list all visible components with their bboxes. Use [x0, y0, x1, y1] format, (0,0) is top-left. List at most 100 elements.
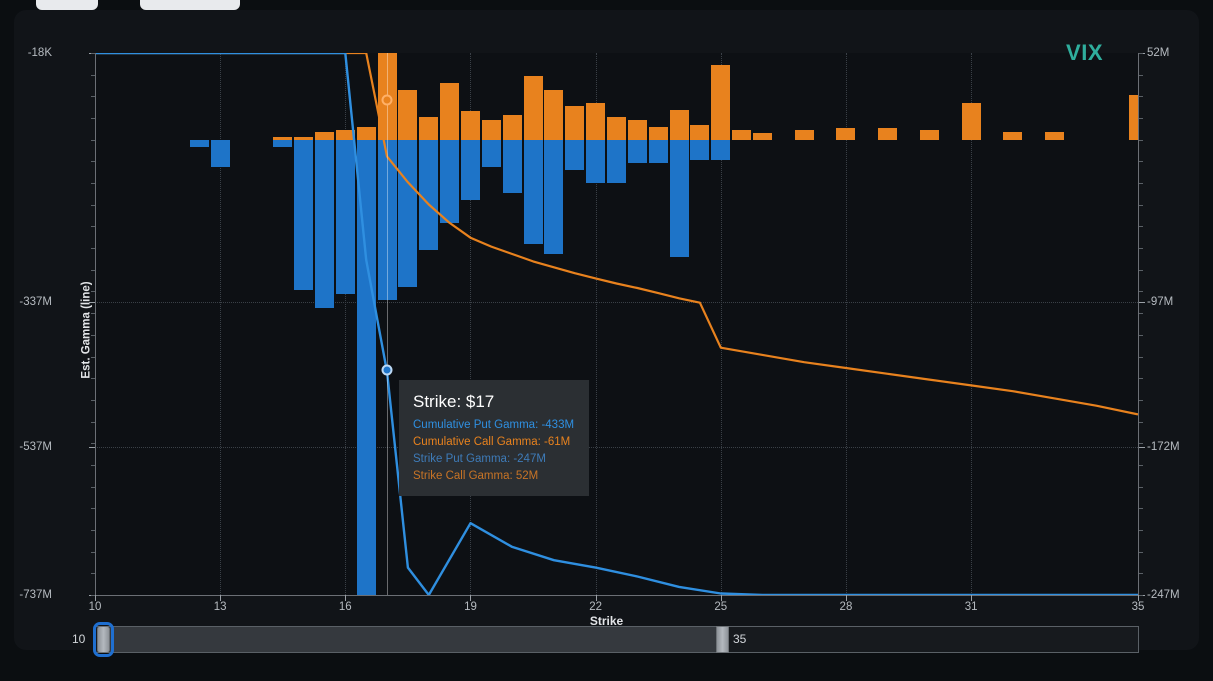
bar-put[interactable]: [502, 139, 522, 194]
gridline-horizontal: [95, 447, 1138, 448]
bar-call[interactable]: [481, 119, 501, 140]
bar-put[interactable]: [565, 139, 585, 170]
x-axis-tick: [1138, 595, 1139, 601]
bar-call[interactable]: [460, 111, 480, 140]
axis-minor-tick: [91, 291, 95, 293]
bar-put[interactable]: [314, 139, 334, 308]
bar-call[interactable]: [523, 76, 543, 140]
marker-cumulative-call-gamma: [381, 94, 393, 106]
bar-put[interactable]: [669, 139, 689, 257]
axis-minor-tick: [91, 486, 95, 488]
x-axis-tick-label: 10: [88, 601, 102, 613]
bar-put[interactable]: [690, 139, 710, 160]
axis-minor-tick: [1139, 443, 1143, 445]
bar-put[interactable]: [481, 139, 501, 167]
x-axis-tick-label: 19: [464, 601, 477, 613]
bar-put[interactable]: [294, 139, 314, 291]
bar-call[interactable]: [648, 126, 668, 140]
axis-minor-tick: [91, 399, 95, 401]
y-axis-left-tick-label: -337M: [19, 296, 52, 308]
bar-put[interactable]: [440, 139, 460, 224]
plot-area[interactable]: [95, 53, 1138, 595]
axis-minor-tick: [91, 118, 95, 120]
axis-minor-tick: [1139, 334, 1143, 336]
bar-call[interactable]: [711, 64, 731, 140]
axis-minor-tick: [1139, 573, 1143, 575]
bar-call[interactable]: [753, 133, 773, 140]
bar-call[interactable]: [732, 129, 752, 140]
bar-call[interactable]: [607, 116, 626, 140]
bar-call[interactable]: [919, 129, 939, 140]
y-axis-right-tick-label: 52M: [1147, 47, 1170, 59]
bar-put[interactable]: [335, 139, 355, 294]
bar-put[interactable]: [648, 139, 668, 164]
axis-minor-tick: [1139, 53, 1143, 54]
y-axis-left-tick: [89, 302, 95, 303]
bar-call[interactable]: [794, 129, 814, 140]
bar-call[interactable]: [836, 128, 856, 140]
axis-minor-tick: [1139, 595, 1143, 596]
bar-call[interactable]: [627, 119, 647, 140]
x-axis-tick-label: 13: [213, 601, 227, 613]
axis-minor-tick: [1139, 204, 1143, 206]
bar-call[interactable]: [314, 131, 334, 140]
axis-minor-tick: [1139, 226, 1143, 228]
bar-call[interactable]: [398, 89, 418, 140]
bar-call[interactable]: [419, 116, 439, 140]
bar-call[interactable]: [356, 126, 376, 140]
bar-call[interactable]: [878, 128, 898, 140]
bar-put[interactable]: [607, 139, 626, 184]
bar-put[interactable]: [210, 139, 230, 167]
bar-put[interactable]: [586, 139, 606, 184]
slider-handle-max[interactable]: [716, 626, 729, 653]
slider-handle-min[interactable]: [93, 622, 114, 657]
bar-call[interactable]: [565, 106, 585, 140]
y-axis-right-tick: [1139, 447, 1145, 448]
y-axis-left-tick-label: -18K: [27, 47, 52, 59]
axis-minor-tick: [91, 421, 95, 423]
bar-call[interactable]: [961, 103, 981, 140]
bar-call[interactable]: [335, 129, 355, 140]
bar-put[interactable]: [189, 139, 209, 147]
bar-call[interactable]: [294, 136, 314, 140]
line-cumulative-put-gamma: [95, 53, 1138, 595]
x-axis-tick: [470, 595, 472, 601]
axis-minor-tick: [91, 356, 95, 358]
bar-put[interactable]: [377, 139, 397, 301]
bar-put[interactable]: [711, 139, 731, 160]
bar-put[interactable]: [523, 139, 543, 244]
y-axis-right-tick-label: -97M: [1147, 296, 1174, 308]
bar-put[interactable]: [419, 139, 439, 251]
toolbar-button-1[interactable]: [36, 0, 98, 10]
axis-minor-tick: [91, 334, 95, 336]
tooltip-row-cumulative-put-gamma: Cumulative Put Gamma: -433M: [413, 419, 575, 431]
gridline-vertical: [720, 53, 722, 595]
axis-minor-tick: [91, 96, 95, 98]
strike-range-slider[interactable]: [93, 622, 1139, 657]
bar-put[interactable]: [356, 139, 376, 595]
bar-call[interactable]: [1128, 94, 1138, 140]
y-axis-left-line: [95, 53, 96, 595]
y-axis-left-tick-label: -737M: [19, 589, 52, 601]
x-axis-tick: [345, 595, 347, 601]
axis-minor-tick: [91, 508, 95, 510]
bar-put[interactable]: [544, 139, 564, 254]
bar-call[interactable]: [1045, 131, 1065, 140]
x-axis-tick-label: 31: [964, 601, 978, 613]
bar-put[interactable]: [627, 139, 647, 164]
bar-call[interactable]: [586, 103, 606, 140]
bar-call[interactable]: [502, 114, 522, 140]
bar-call[interactable]: [669, 109, 689, 140]
bar-call[interactable]: [544, 89, 564, 140]
bar-call[interactable]: [440, 83, 460, 140]
axis-minor-tick: [91, 551, 95, 553]
toolbar-button-2[interactable]: [140, 0, 240, 10]
bar-put[interactable]: [273, 139, 293, 147]
axis-minor-tick: [91, 573, 95, 575]
bar-call[interactable]: [273, 136, 293, 140]
bar-call[interactable]: [1003, 131, 1023, 140]
bar-put[interactable]: [460, 139, 480, 201]
bar-call[interactable]: [690, 124, 710, 140]
line-cumulative-call-gamma: [95, 53, 1138, 416]
